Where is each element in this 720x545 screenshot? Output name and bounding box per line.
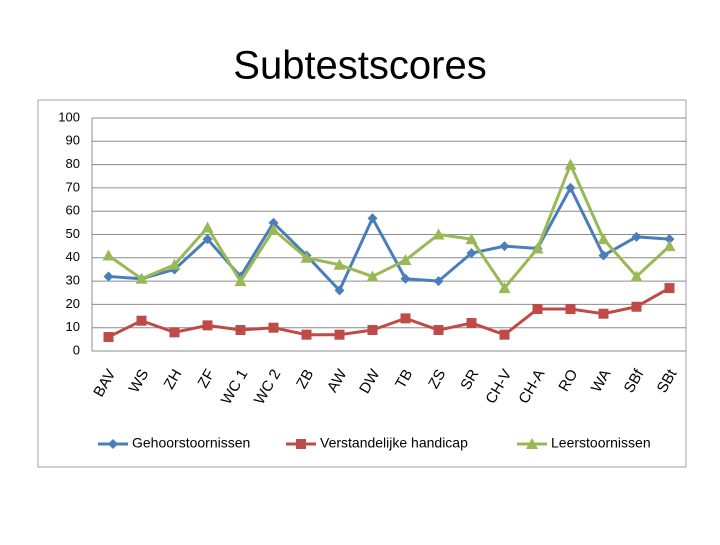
y-tick-label: 10 — [66, 319, 80, 334]
marker — [565, 182, 576, 193]
series-line — [107, 160, 671, 291]
marker — [400, 313, 411, 324]
marker — [598, 308, 609, 319]
marker — [168, 258, 181, 270]
marker — [334, 285, 345, 296]
marker — [102, 249, 115, 261]
marker — [630, 270, 643, 282]
y-tick-label: 100 — [58, 109, 80, 124]
marker — [664, 283, 675, 294]
marker — [367, 325, 378, 336]
marker — [169, 327, 180, 338]
marker — [202, 320, 213, 331]
x-tick-label: ZF — [195, 366, 219, 390]
marker — [433, 276, 444, 287]
marker — [234, 275, 247, 287]
y-tick-label: 20 — [66, 296, 80, 311]
y-tick-label: 90 — [66, 133, 80, 148]
marker — [333, 258, 346, 270]
marker — [631, 231, 642, 242]
marker — [400, 273, 411, 284]
marker — [433, 325, 444, 336]
marker — [366, 270, 379, 282]
legend-label: Leerstoornissen — [551, 435, 651, 451]
marker — [399, 254, 412, 266]
y-tick-label: 60 — [66, 203, 80, 218]
marker — [499, 329, 510, 340]
marker — [498, 282, 511, 294]
marker — [268, 217, 279, 228]
y-tick-label: 50 — [66, 226, 80, 241]
legend-marker — [526, 438, 538, 449]
marker — [268, 322, 279, 333]
marker — [432, 228, 445, 240]
y-tick-label: 70 — [66, 179, 80, 194]
legend-label: Verstandelijke handicap — [320, 435, 468, 451]
marker — [663, 240, 676, 252]
marker — [103, 332, 114, 343]
chart-title: Subtestscores — [233, 44, 486, 88]
marker — [664, 234, 675, 245]
marker — [564, 158, 577, 170]
marker — [201, 221, 214, 233]
legend-marker — [108, 439, 118, 449]
marker — [631, 301, 642, 312]
marker — [465, 233, 478, 245]
marker — [531, 242, 544, 254]
marker — [334, 329, 345, 340]
marker — [135, 272, 148, 284]
y-tick-label: 40 — [66, 249, 80, 264]
marker — [301, 329, 312, 340]
marker — [367, 213, 378, 224]
marker — [103, 271, 114, 282]
marker — [598, 250, 609, 261]
marker — [565, 304, 576, 315]
marker — [532, 304, 543, 315]
marker — [300, 251, 313, 263]
legend-marker — [296, 439, 306, 449]
legend-label: Gehoorstoornissen — [132, 435, 250, 451]
marker — [267, 223, 280, 235]
marker — [499, 241, 510, 252]
marker — [466, 248, 477, 259]
marker — [597, 233, 610, 245]
y-tick-label: 80 — [66, 156, 80, 171]
marker — [466, 318, 477, 329]
y-tick-label: 0 — [73, 342, 80, 357]
marker — [235, 325, 246, 336]
series-line — [108, 184, 670, 294]
series-line — [107, 286, 671, 339]
chart-frame — [37, 99, 687, 468]
marker — [136, 315, 147, 326]
marker — [202, 234, 213, 245]
y-tick-label: 30 — [66, 273, 80, 288]
